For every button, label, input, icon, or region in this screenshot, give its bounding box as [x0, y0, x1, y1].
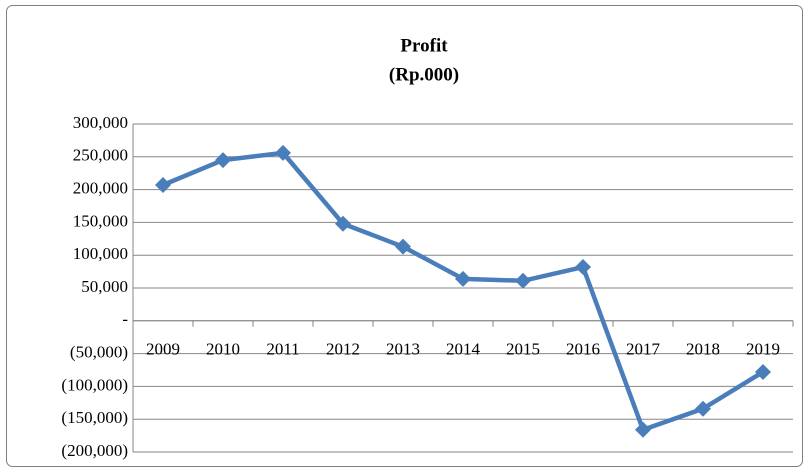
marker	[155, 177, 171, 194]
y-tick-label: (150,000)	[61, 408, 128, 427]
marker	[515, 272, 531, 289]
marker	[215, 152, 231, 169]
y-tick-label: 300,000	[73, 113, 128, 132]
marker	[455, 270, 471, 287]
y-tick-label: 50,000	[81, 277, 128, 296]
marker	[335, 215, 351, 232]
chart-title: Profit	[400, 35, 448, 56]
chart-frame	[6, 5, 803, 467]
y-tick-label: 200,000	[73, 179, 128, 198]
chart-subtitle: (Rp.000)	[389, 64, 459, 85]
y-tick-label: 150,000	[73, 211, 128, 230]
marker	[575, 259, 591, 276]
y-tick-label: (100,000)	[61, 375, 128, 394]
marker	[275, 144, 291, 161]
x-tick-label: 2012	[326, 340, 360, 359]
x-tick-label: 2009	[146, 340, 180, 359]
marker	[695, 400, 711, 417]
x-tick-label: 2014	[446, 340, 481, 359]
y-tick-label: -	[122, 310, 128, 329]
x-tick-label: 2016	[566, 340, 600, 359]
x-tick-label: 2015	[506, 340, 540, 359]
marker	[755, 363, 771, 380]
y-tick-label: 100,000	[73, 244, 128, 263]
x-tick-label: 2018	[686, 340, 720, 359]
marker	[395, 238, 411, 255]
x-tick-label: 2017	[626, 340, 661, 359]
y-tick-label: 250,000	[73, 146, 128, 165]
y-tick-label: (200,000)	[61, 441, 128, 460]
x-tick-label: 2010	[206, 340, 240, 359]
x-tick-label: 2013	[386, 340, 420, 359]
marker	[635, 421, 651, 438]
y-tick-label: (50,000)	[70, 343, 128, 362]
x-tick-label: 2019	[746, 340, 780, 359]
x-tick-label: 2011	[266, 340, 299, 359]
